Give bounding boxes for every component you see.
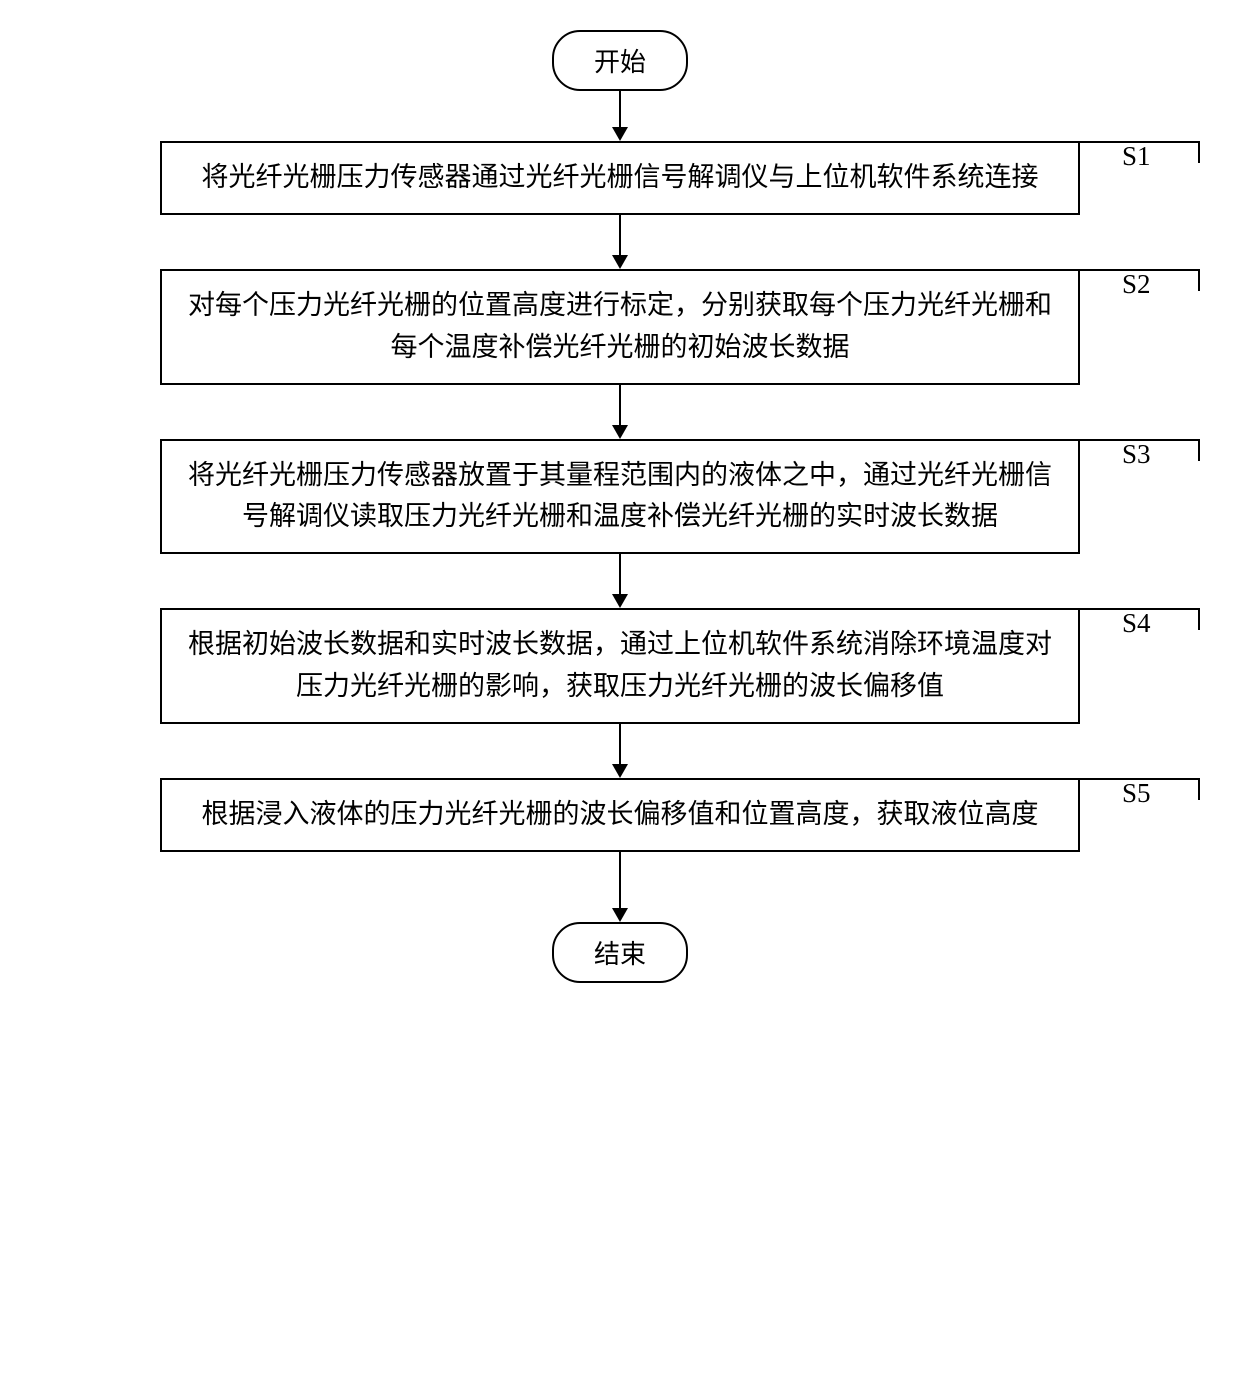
arrow-line	[619, 215, 621, 255]
step-text: 对每个压力光纤光栅的位置高度进行标定，分别获取每个压力光纤光栅和每个温度补偿光纤…	[188, 290, 1052, 362]
arrow-line	[619, 91, 621, 127]
step-row: 将光纤光栅压力传感器通过光纤光栅信号解调仪与上位机软件系统连接 S1	[40, 141, 1200, 215]
label-wrap: S4	[1080, 608, 1200, 639]
terminal-start-text: 开始	[594, 48, 646, 77]
arrow	[612, 91, 628, 141]
label-wrap: S5	[1080, 778, 1200, 809]
label-wrap: S3	[1080, 439, 1200, 470]
arrow-line	[619, 385, 621, 425]
arrow	[612, 852, 628, 922]
arrow-head-icon	[612, 425, 628, 439]
step-text: 将光纤光栅压力传感器通过光纤光栅信号解调仪与上位机软件系统连接	[202, 162, 1039, 192]
arrow-head-icon	[612, 908, 628, 922]
step-box-s5: 根据浸入液体的压力光纤光栅的波长偏移值和位置高度，获取液位高度	[160, 778, 1080, 852]
step-text: 将光纤光栅压力传感器放置于其量程范围内的液体之中，通过光纤光栅信号解调仪读取压力…	[188, 460, 1052, 532]
label-connector	[1080, 778, 1200, 800]
arrow-head-icon	[612, 764, 628, 778]
arrow-line	[619, 724, 621, 764]
step-row: 根据初始波长数据和实时波长数据，通过上位机软件系统消除环境温度对压力光纤光栅的影…	[40, 608, 1200, 724]
label-connector	[1080, 608, 1200, 630]
step-box-s2: 对每个压力光纤光栅的位置高度进行标定，分别获取每个压力光纤光栅和每个温度补偿光纤…	[160, 269, 1080, 385]
step-box-s3: 将光纤光栅压力传感器放置于其量程范围内的液体之中，通过光纤光栅信号解调仪读取压力…	[160, 439, 1080, 555]
arrow	[612, 724, 628, 778]
step-text: 根据浸入液体的压力光纤光栅的波长偏移值和位置高度，获取液位高度	[202, 799, 1039, 829]
arrow-head-icon	[612, 255, 628, 269]
arrow	[612, 385, 628, 439]
arrow	[612, 215, 628, 269]
terminal-end-text: 结束	[594, 940, 646, 969]
step-box-s1: 将光纤光栅压力传感器通过光纤光栅信号解调仪与上位机软件系统连接	[160, 141, 1080, 215]
terminal-start: 开始	[552, 30, 688, 91]
label-connector	[1080, 269, 1200, 291]
flowchart-container: 开始 将光纤光栅压力传感器通过光纤光栅信号解调仪与上位机软件系统连接 S1 对每…	[40, 30, 1200, 983]
arrow-line	[619, 554, 621, 594]
arrow-head-icon	[612, 594, 628, 608]
arrow-head-icon	[612, 127, 628, 141]
step-text: 根据初始波长数据和实时波长数据，通过上位机软件系统消除环境温度对压力光纤光栅的影…	[188, 629, 1052, 701]
step-row: 根据浸入液体的压力光纤光栅的波长偏移值和位置高度，获取液位高度 S5	[40, 778, 1200, 852]
arrow-line	[619, 852, 621, 908]
arrow	[612, 554, 628, 608]
label-wrap: S1	[1080, 141, 1200, 172]
label-wrap: S2	[1080, 269, 1200, 300]
step-row: 对每个压力光纤光栅的位置高度进行标定，分别获取每个压力光纤光栅和每个温度补偿光纤…	[40, 269, 1200, 385]
label-connector	[1080, 439, 1200, 461]
label-connector	[1080, 141, 1200, 163]
step-box-s4: 根据初始波长数据和实时波长数据，通过上位机软件系统消除环境温度对压力光纤光栅的影…	[160, 608, 1080, 724]
terminal-end: 结束	[552, 922, 688, 983]
step-row: 将光纤光栅压力传感器放置于其量程范围内的液体之中，通过光纤光栅信号解调仪读取压力…	[40, 439, 1200, 555]
